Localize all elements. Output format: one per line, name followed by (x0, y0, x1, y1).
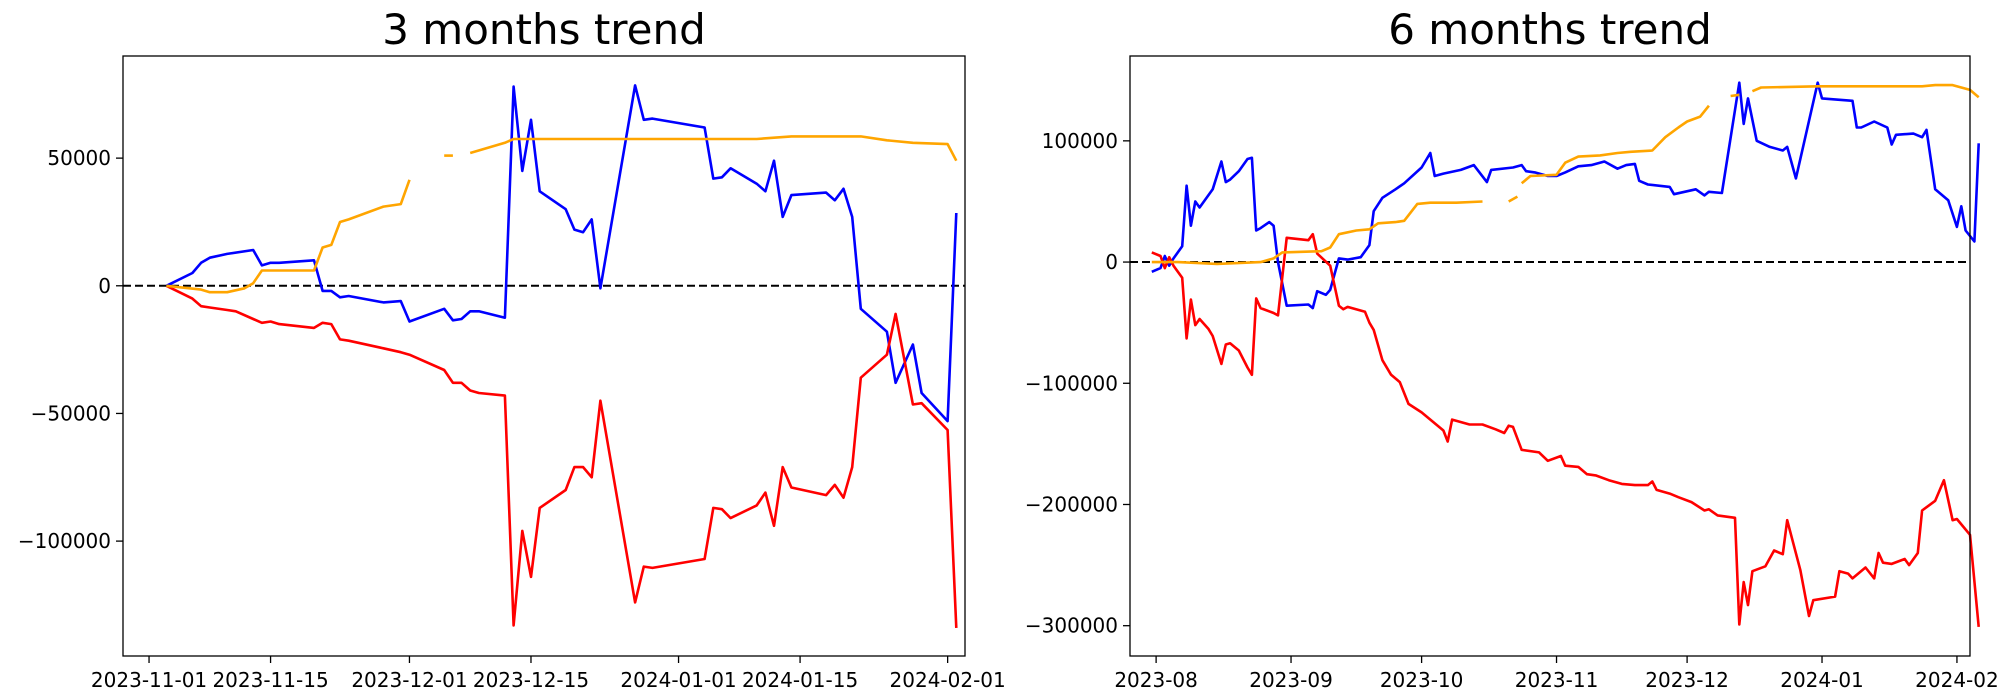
series-line-orange-segment-5 (1751, 83, 1980, 99)
x-tick-label: 2023-12-01 (351, 668, 467, 692)
y-tick-label: 100000 (1042, 129, 1118, 153)
series-line-orange-segment-3 (1520, 104, 1710, 185)
x-tick-label: 2023-11-01 (91, 668, 207, 692)
x-tick-label: 2023-08 (1114, 668, 1198, 692)
x-tick-label: 2023-12 (1645, 668, 1729, 692)
x-tick-label: 2023-11-15 (212, 668, 328, 692)
chart-title: 6 months trend (1388, 5, 1712, 54)
series-line-orange-segment-1 (1151, 200, 1483, 266)
y-tick-label: −50000 (31, 401, 111, 425)
x-tick-label: 2024-01 (1780, 668, 1864, 692)
x-tick-label: 2023-12-15 (473, 668, 589, 692)
series-line-red (165, 284, 958, 628)
plot-frame (1129, 55, 1971, 657)
y-tick-label: −100000 (1025, 371, 1118, 395)
y-tick-label: −300000 (1025, 614, 1118, 638)
series-line-orange-segment-4 (1730, 93, 1740, 98)
chart-panel-2: 6 months trend 2023-08 2023-09 2023-10 2023-… (1025, 5, 1999, 692)
x-tick-label: 2024-01-01 (620, 668, 736, 692)
series-line-blue (165, 84, 958, 423)
x-tick-label: 2024-01-15 (742, 668, 858, 692)
x-tick-label: 2024-02-01 (890, 668, 1006, 692)
x-tick-label: 2023-11 (1515, 668, 1599, 692)
x-tick-label: 2023-10 (1380, 668, 1464, 692)
series-line-blue (1151, 81, 1980, 310)
series-line-red (1151, 232, 1980, 628)
series-line-orange-segment-3 (469, 135, 958, 162)
y-tick-label: 0 (1105, 250, 1118, 274)
chart-panel-1: 3 months trend 2023-11-01 2023-11-15 2023-1… (18, 5, 1006, 692)
plot-frame (122, 55, 966, 657)
series-line-orange-segment-2 (1508, 195, 1519, 203)
y-tick-label: 0 (98, 274, 111, 298)
y-tick-label: −200000 (1025, 492, 1118, 516)
chart-title: 3 months trend (382, 5, 706, 54)
series-line-orange-segment-1 (166, 179, 411, 294)
y-tick-label: 50000 (47, 146, 111, 170)
x-tick-label: 2023-09 (1249, 668, 1333, 692)
y-tick-label: −100000 (18, 529, 111, 553)
x-tick-label: 2024-02 (1915, 668, 1999, 692)
